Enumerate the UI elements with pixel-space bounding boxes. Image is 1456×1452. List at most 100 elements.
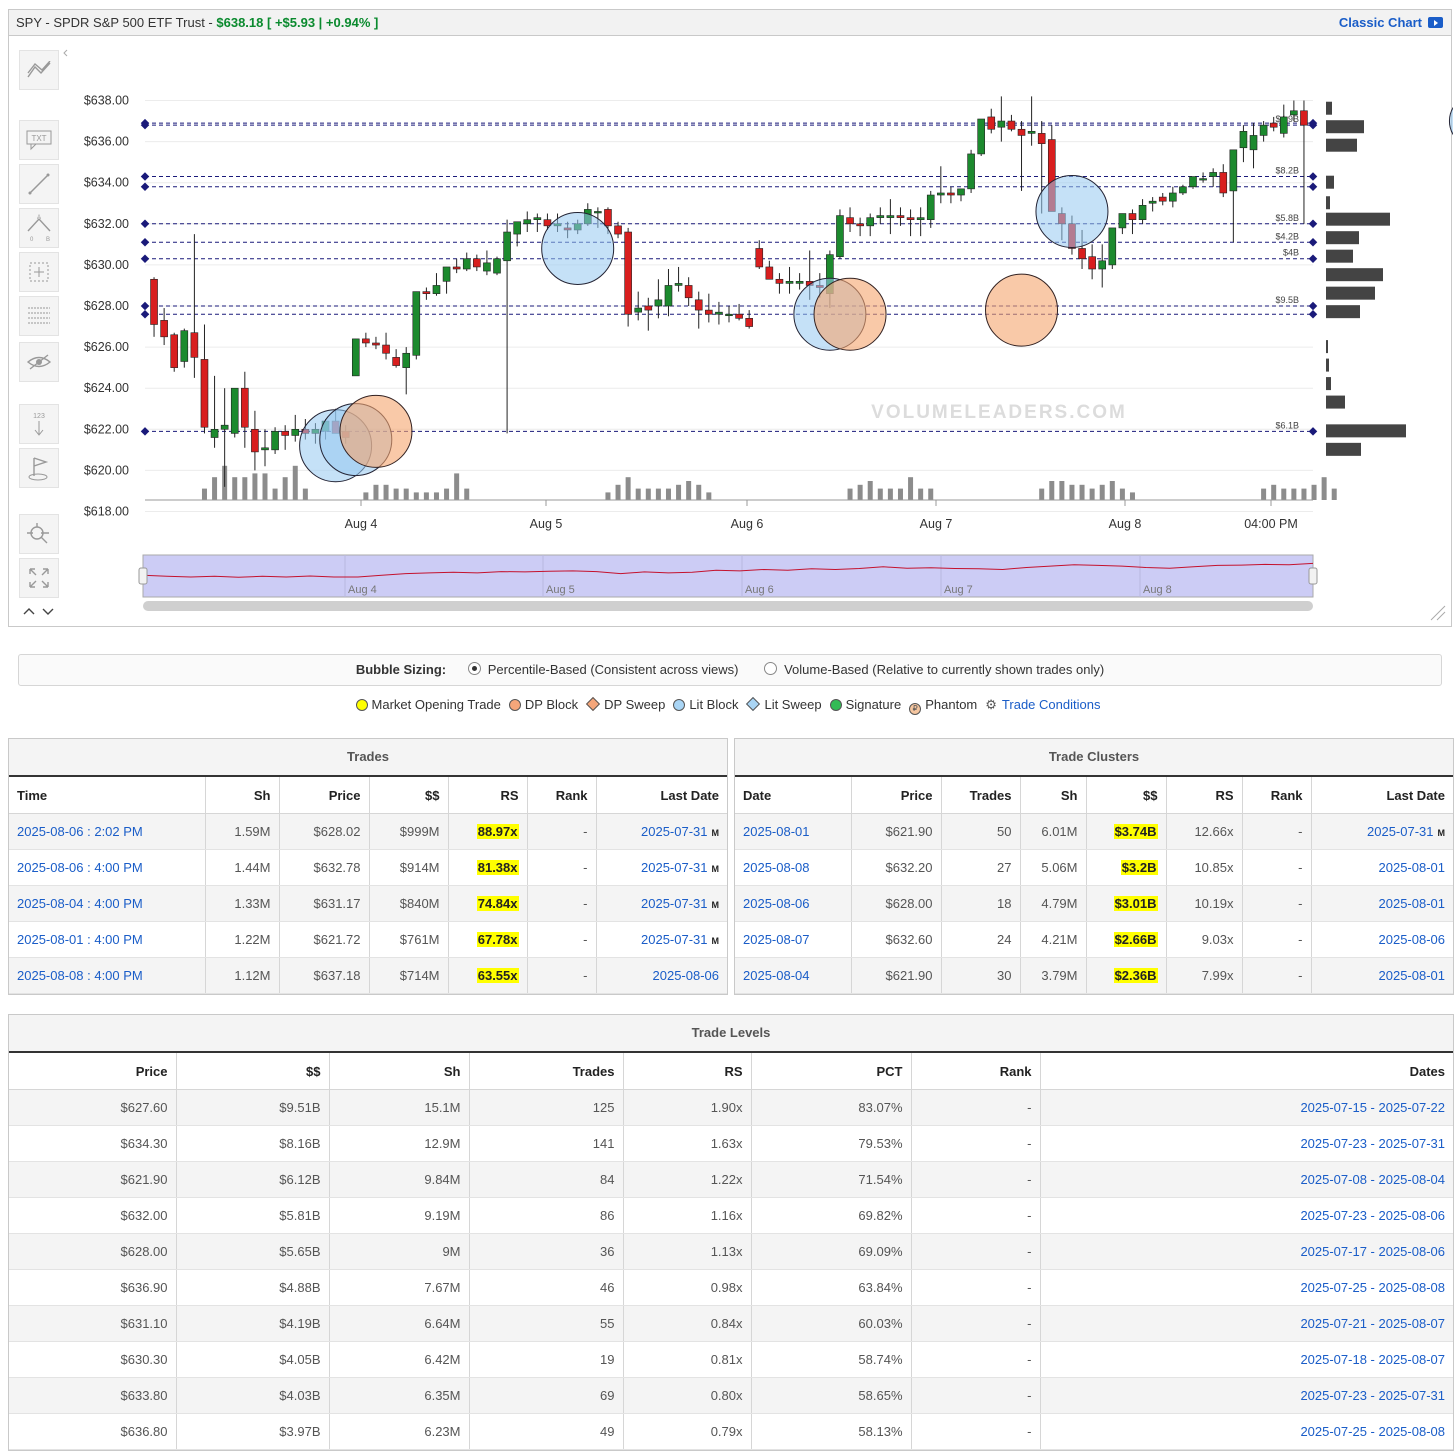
trade-last-date[interactable]: 2025-08-06: [596, 957, 727, 994]
table-row[interactable]: 2025-08-04 $621.90 30 3.79M $2.36B 7.99x - 2025…: [735, 957, 1453, 994]
trade-time-link[interactable]: 2025-08-06 : 2:02 PM: [17, 824, 143, 839]
level-dates-link[interactable]: 2025-07-18 - 2025-08-07: [1300, 1352, 1445, 1367]
cluster-last-date-link[interactable]: 2025-08-06: [1378, 932, 1446, 947]
trade-bubble[interactable]: [1448, 95, 1453, 147]
trade-last-date-link[interactable]: 2025-07-31: [641, 896, 708, 911]
text-tool-button[interactable]: TXT: [19, 120, 59, 160]
column-header[interactable]: Price: [279, 777, 370, 814]
cluster-date-link[interactable]: 2025-08-04: [743, 968, 810, 983]
cluster-last-date-link[interactable]: 2025-08-01: [1378, 896, 1446, 911]
cluster-last-date[interactable]: 2025-08-01: [1311, 957, 1453, 994]
cluster-date[interactable]: 2025-08-04: [735, 957, 852, 994]
trade-time[interactable]: 2025-08-06 : 4:00 PM: [9, 849, 206, 886]
trade-last-date-link[interactable]: 2025-07-31: [641, 932, 708, 947]
cluster-last-date-link[interactable]: 2025-07-31: [1367, 824, 1434, 839]
legend-item[interactable]: Market Opening Trade: [355, 697, 501, 712]
level-dates[interactable]: 2025-07-18 - 2025-08-07: [1040, 1341, 1453, 1378]
legend-item[interactable]: Signature: [829, 697, 901, 712]
hide-drawings-button[interactable]: [19, 342, 59, 382]
column-header[interactable]: Last Date: [1311, 777, 1453, 814]
resize-handle-icon[interactable]: [1430, 605, 1446, 621]
level-dates-link[interactable]: 2025-07-23 - 2025-07-31: [1300, 1136, 1445, 1151]
column-header[interactable]: $$: [369, 777, 449, 814]
column-header[interactable]: Date: [735, 777, 852, 814]
trade-time[interactable]: 2025-08-04 : 4:00 PM: [9, 885, 206, 922]
table-row[interactable]: 2025-08-04 : 4:00 PM 1.33M $631.17 $840M 74.…: [9, 885, 727, 922]
level-dates-link[interactable]: 2025-07-21 - 2025-08-07: [1300, 1316, 1445, 1331]
table-row[interactable]: $636.80 $3.97B 6.23M 49 0.79x 58.13% - 2025-07-…: [9, 1413, 1453, 1450]
column-header[interactable]: Sh: [1020, 777, 1087, 814]
cluster-date-link[interactable]: 2025-08-08: [743, 860, 810, 875]
trade-last-date-link[interactable]: 2025-07-31: [641, 860, 708, 875]
table-row[interactable]: 2025-08-08 : 4:00 PM 1.12M $637.18 $714M 63.…: [9, 957, 727, 994]
column-header[interactable]: Last Date: [596, 777, 727, 814]
trade-last-date-link[interactable]: 2025-08-06: [652, 968, 720, 983]
column-header[interactable]: RS: [623, 1053, 752, 1090]
table-row[interactable]: 2025-08-08 $632.20 27 5.06M $3.2B 10.85x - 2025…: [735, 849, 1453, 886]
trade-time[interactable]: 2025-08-08 : 4:00 PM: [9, 957, 206, 994]
cluster-date-link[interactable]: 2025-08-01: [743, 824, 810, 839]
classic-chart-link[interactable]: Classic Chart: [1339, 15, 1443, 30]
level-dates-link[interactable]: 2025-07-08 - 2025-08-04: [1300, 1172, 1445, 1187]
navigator-window[interactable]: [142, 554, 1314, 598]
table-row[interactable]: $636.90 $4.88B 7.67M 46 0.98x 63.84% - 2025-07-…: [9, 1269, 1453, 1306]
column-header[interactable]: $$: [1086, 777, 1167, 814]
column-header[interactable]: Sh: [329, 1053, 470, 1090]
level-dates-link[interactable]: 2025-07-23 - 2025-07-31: [1300, 1388, 1445, 1403]
level-dates[interactable]: 2025-07-21 - 2025-08-07: [1040, 1305, 1453, 1342]
column-header[interactable]: Price: [851, 777, 942, 814]
table-row[interactable]: 2025-08-07 $632.60 24 4.21M $2.66B 9.03x - 2025…: [735, 921, 1453, 958]
trade-bubble[interactable]: [813, 277, 887, 351]
column-header[interactable]: RS: [448, 777, 528, 814]
level-dates[interactable]: 2025-07-23 - 2025-08-06: [1040, 1197, 1453, 1234]
cluster-last-date-link[interactable]: 2025-08-01: [1378, 968, 1446, 983]
navigator-left-handle[interactable]: [138, 567, 148, 585]
trade-bubble[interactable]: [1035, 174, 1109, 248]
table-row[interactable]: 2025-08-06 $628.00 18 4.79M $3.01B 10.19x - 202…: [735, 885, 1453, 922]
column-header[interactable]: Dates: [1040, 1053, 1453, 1090]
price-chart[interactable]: $638.00 $636.00 $634.00 $632.00 $630.00 $628.…: [9, 10, 1453, 628]
cluster-date[interactable]: 2025-08-01: [735, 813, 852, 850]
level-dates[interactable]: 2025-07-25 - 2025-08-08: [1040, 1269, 1453, 1306]
table-row[interactable]: $627.60 $9.51B 15.1M 125 1.90x 83.07% - 2025-07…: [9, 1089, 1453, 1126]
column-header[interactable]: Time: [9, 777, 206, 814]
level-dates-link[interactable]: 2025-07-17 - 2025-08-06: [1300, 1244, 1445, 1259]
legend-item[interactable]: DP Sweep: [586, 696, 665, 712]
legend-item[interactable]: ₽ Phantom: [909, 697, 977, 715]
trade-last-date[interactable]: 2025-07-31 M: [596, 921, 727, 958]
table-row[interactable]: $632.00 $5.81B 9.19M 86 1.16x 69.82% - 2025-07-…: [9, 1197, 1453, 1234]
fullscreen-button[interactable]: [19, 558, 59, 598]
column-header[interactable]: Price: [9, 1053, 177, 1090]
cluster-last-date[interactable]: 2025-07-31 M: [1311, 813, 1453, 850]
measure-tool-button[interactable]: [19, 252, 59, 292]
table-row[interactable]: $634.30 $8.16B 12.9M 141 1.63x 79.53% - 2025-07…: [9, 1125, 1453, 1162]
zoom-tool-button[interactable]: [19, 514, 59, 554]
column-header[interactable]: PCT: [751, 1053, 912, 1090]
table-row[interactable]: 2025-08-01 $621.90 50 6.01M $3.74B 12.66x -202…: [735, 813, 1453, 850]
trend-tool-button[interactable]: [19, 50, 59, 90]
flag-tool-button[interactable]: [19, 448, 59, 488]
trade-last-date[interactable]: 2025-07-31 M: [596, 885, 727, 922]
level-dates-link[interactable]: 2025-07-25 - 2025-08-08: [1300, 1424, 1445, 1439]
cluster-date-link[interactable]: 2025-08-07: [743, 932, 810, 947]
legend-item[interactable]: Lit Block: [673, 697, 738, 712]
trade-last-date-link[interactable]: 2025-07-31: [641, 824, 708, 839]
legend-item[interactable]: DP Block: [508, 697, 578, 712]
navigator-scrollbar[interactable]: [143, 601, 1313, 611]
navigator-right-handle[interactable]: [1308, 567, 1318, 585]
trade-time-link[interactable]: 2025-08-06 : 4:00 PM: [17, 860, 143, 875]
trade-time-link[interactable]: 2025-08-08 : 4:00 PM: [17, 968, 143, 983]
chevron-up-down-icon[interactable]: [21, 604, 61, 618]
cluster-last-date[interactable]: 2025-08-06: [1311, 921, 1453, 958]
trade-last-date[interactable]: 2025-07-31 M: [596, 849, 727, 886]
table-row[interactable]: $630.30 $4.05B 6.42M 19 0.81x 58.74% - 2025-07-…: [9, 1341, 1453, 1378]
trade-time-link[interactable]: 2025-08-04 : 4:00 PM: [17, 896, 143, 911]
table-row[interactable]: $631.10 $4.19B 6.64M 55 0.84x 60.03% - 2025-07-…: [9, 1305, 1453, 1342]
level-dates[interactable]: 2025-07-23 - 2025-07-31: [1040, 1125, 1453, 1162]
cluster-last-date[interactable]: 2025-08-01: [1311, 885, 1453, 922]
label-tool-button[interactable]: 123: [19, 404, 59, 444]
percentile-radio[interactable]: [467, 662, 481, 675]
legend-item[interactable]: Lit Sweep: [746, 696, 822, 712]
table-row[interactable]: $633.80 $4.03B 6.35M 69 0.80x 58.65% - 2025-07-…: [9, 1377, 1453, 1414]
trade-time-link[interactable]: 2025-08-01 : 4:00 PM: [17, 932, 143, 947]
